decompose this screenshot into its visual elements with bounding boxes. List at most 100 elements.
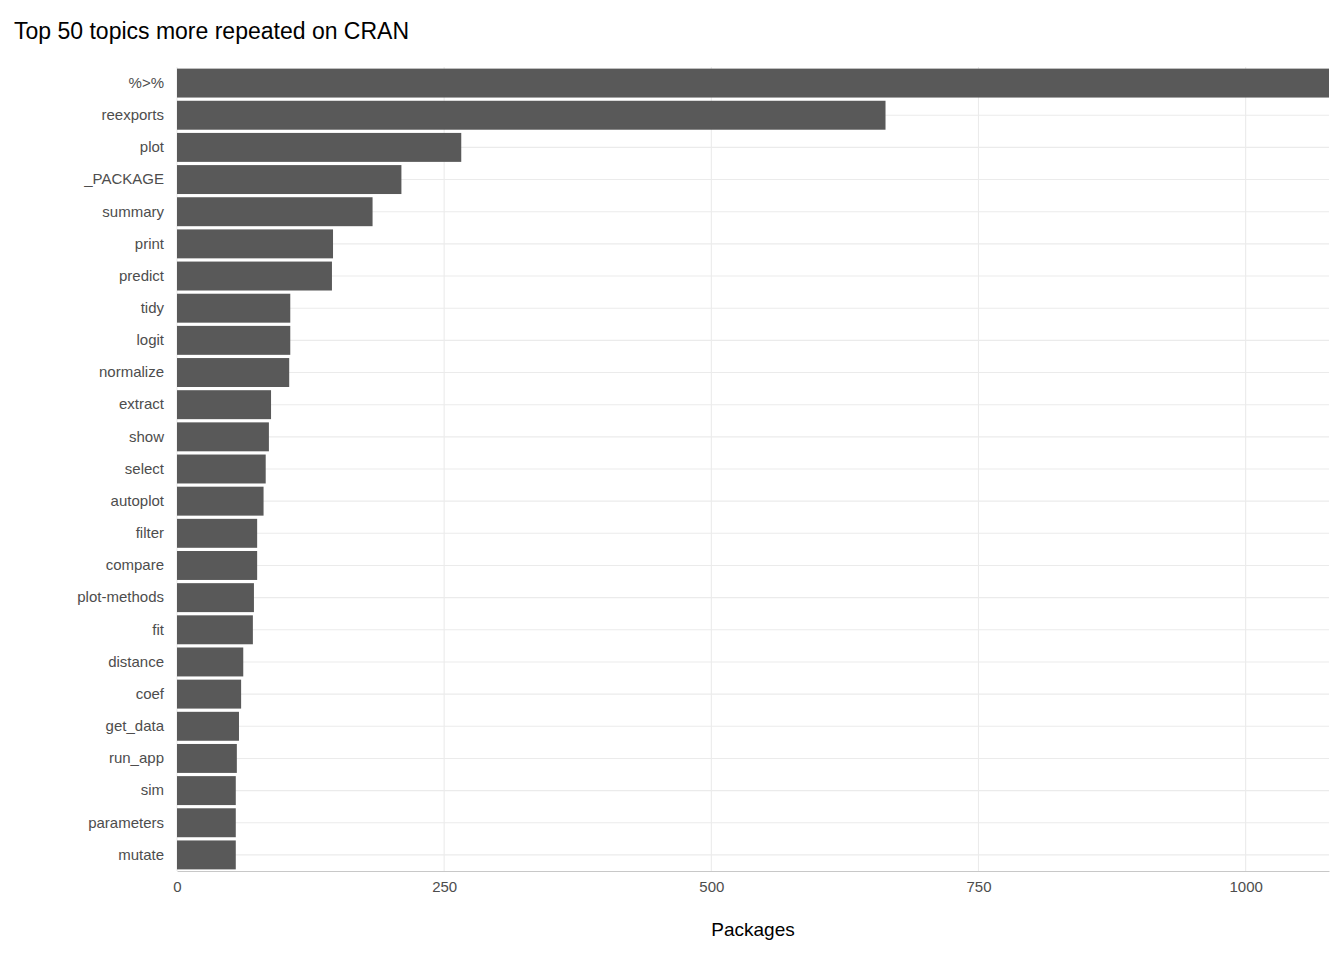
- y-axis: %>% reexports plot _PACKAGEsummary print pred…: [77, 74, 177, 863]
- y-tick-label: autoplot: [111, 492, 165, 509]
- grid-line-y: [177, 436, 1329, 437]
- x-tick: 750: [966, 871, 991, 895]
- y-tick-label: mutate: [118, 846, 164, 863]
- grid: [177, 67, 1329, 871]
- y-tick: plot: [140, 138, 177, 155]
- bar: [177, 647, 243, 676]
- x-tick-label: 750: [966, 878, 991, 895]
- bar: [177, 197, 373, 226]
- bar: [177, 455, 266, 484]
- y-tick: show: [129, 428, 177, 445]
- y-tick-label: coef: [136, 685, 165, 702]
- y-tick: extract: [119, 395, 177, 412]
- bar: [177, 615, 253, 644]
- bar: [177, 551, 257, 580]
- bars: [177, 69, 1329, 870]
- bar: [177, 519, 257, 548]
- y-tick-label: extract: [119, 395, 165, 412]
- grid-line-y: [177, 468, 1329, 469]
- y-tick: get_data: [106, 717, 177, 734]
- y-tick-label: normalize: [99, 363, 164, 380]
- y-tick-label: tidy: [141, 299, 165, 316]
- y-tick: fit: [152, 621, 177, 638]
- grid-line-y: [177, 726, 1329, 727]
- bar: [177, 294, 290, 323]
- y-tick-label: parameters: [88, 814, 164, 831]
- y-tick: filter: [136, 524, 177, 541]
- bar: [177, 358, 289, 387]
- bar: [177, 69, 1329, 98]
- y-tick: tidy: [141, 299, 177, 316]
- grid-line-y: [177, 308, 1329, 309]
- y-tick-label: distance: [108, 653, 164, 670]
- grid-line-y: [177, 533, 1329, 534]
- y-tick-label: reexports: [101, 106, 164, 123]
- y-tick-label: plot: [140, 138, 165, 155]
- x-tick: 250: [432, 871, 457, 895]
- grid-line-y: [177, 243, 1329, 244]
- bar: [177, 840, 236, 869]
- y-tick-label: plot-methods: [77, 588, 164, 605]
- grid-line-y: [177, 629, 1329, 630]
- grid-line-y: [177, 372, 1329, 373]
- bar: [177, 583, 254, 612]
- y-tick: run_app: [109, 749, 177, 766]
- y-tick: plot-methods: [77, 588, 177, 605]
- y-tick: autoplot: [111, 492, 177, 509]
- y-tick-label: run_app: [109, 749, 164, 766]
- x-axis-line: [178, 871, 1330, 872]
- y-tick: normalize: [99, 363, 177, 380]
- y-tick: sim: [141, 781, 177, 798]
- grid-line-y: [177, 854, 1329, 855]
- bar: [177, 101, 886, 130]
- y-tick-label: compare: [106, 556, 164, 573]
- y-tick-label: summary: [102, 203, 164, 220]
- y-tick-label: show: [129, 428, 164, 445]
- y-tick-label: get_data: [106, 717, 165, 734]
- bar: [177, 776, 236, 805]
- x-tick: 500: [699, 871, 724, 895]
- y-tick-label: print: [135, 235, 165, 252]
- bar: [177, 229, 333, 258]
- y-tick-label: logit: [136, 331, 164, 348]
- x-tick-label: 0: [173, 878, 181, 895]
- y-tick: predict: [119, 267, 177, 284]
- bar: [177, 133, 461, 162]
- y-tick: coef: [136, 685, 177, 702]
- x-tick-label: 1000: [1229, 878, 1262, 895]
- title: Top 50 topics more repeated on CRAN: [14, 18, 409, 44]
- bar: [177, 422, 269, 451]
- bar: [177, 165, 401, 194]
- y-tick: distance: [108, 653, 177, 670]
- bar: [177, 390, 271, 419]
- grid-line-y: [177, 790, 1329, 791]
- grid-line-y: [177, 758, 1329, 759]
- grid-line-y: [177, 694, 1329, 695]
- x-tick: 0: [173, 871, 181, 895]
- bar: [177, 744, 237, 773]
- grid-line-y: [177, 404, 1329, 405]
- x-tick: 1000: [1229, 871, 1262, 895]
- x-tick-label: 500: [699, 878, 724, 895]
- y-tick-label: sim: [141, 781, 164, 798]
- y-tick: summary: [102, 203, 177, 220]
- bar: [177, 262, 332, 291]
- grid-line-y: [177, 501, 1329, 502]
- grid-line-y: [177, 275, 1329, 276]
- grid-line-y: [177, 565, 1329, 566]
- bar: [177, 808, 236, 837]
- y-tick-label: select: [125, 460, 165, 477]
- y-tick: %>%: [129, 74, 177, 91]
- bar: [177, 326, 290, 355]
- y-tick-label: _PACKAGE: [83, 170, 164, 187]
- x-axis-title: Packages: [711, 919, 794, 940]
- y-tick: logit: [136, 331, 177, 348]
- x-tick-label: 250: [432, 878, 457, 895]
- x-axis: 0 250 500 750 1000: [173, 871, 1329, 895]
- grid-line-y: [177, 822, 1329, 823]
- y-tick: reexports: [101, 106, 177, 123]
- y-tick-label: fit: [152, 621, 165, 638]
- y-tick-label: predict: [119, 267, 165, 284]
- y-tick: mutate: [118, 846, 177, 863]
- y-tick: compare: [106, 556, 177, 573]
